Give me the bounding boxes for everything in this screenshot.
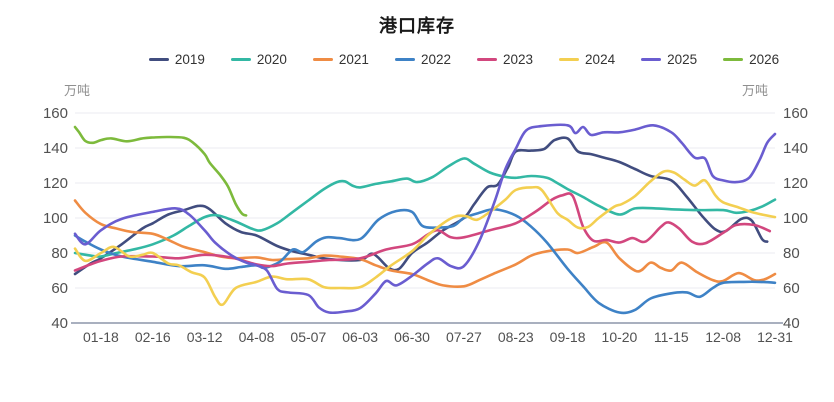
legend-item-2023[interactable]: 2023 xyxy=(477,52,533,67)
x-tick-label: 01-18 xyxy=(83,329,119,345)
legend-line-swatch-2021 xyxy=(312,58,333,61)
legend-label-2022: 2022 xyxy=(420,52,451,67)
gridlines xyxy=(75,112,775,289)
y-tick-label-right: 160 xyxy=(783,105,808,122)
legend-label-2020: 2020 xyxy=(256,52,287,67)
x-tick-label: 02-16 xyxy=(135,329,171,345)
legend-item-2022[interactable]: 2022 xyxy=(394,52,451,67)
y-axis-unit-left: 万吨 xyxy=(64,83,91,98)
x-tick-label: 03-12 xyxy=(187,329,223,345)
legend-label-2019: 2019 xyxy=(174,52,205,67)
legend-line-swatch-2024 xyxy=(559,58,580,61)
legend-item-2024[interactable]: 2024 xyxy=(559,52,615,67)
y-tick-label-right: 140 xyxy=(783,140,808,157)
legend-line-swatch-2022 xyxy=(394,58,415,61)
legend-line-swatch-2025 xyxy=(641,58,662,61)
legend: 2019 2020 2021 2022 2023 2024 2025 2026 xyxy=(0,52,834,67)
x-tick-label: 12-08 xyxy=(705,329,741,345)
legend-line-swatch-2020 xyxy=(230,58,251,61)
legend-line-swatch-2023 xyxy=(477,58,497,61)
x-tick-label: 08-23 xyxy=(498,329,534,345)
x-tick-label: 04-08 xyxy=(239,329,275,345)
legend-item-2019[interactable]: 2019 xyxy=(148,52,205,67)
y-tick-label-right: 100 xyxy=(783,210,808,227)
y-tick-label-left: 40 xyxy=(51,315,68,332)
legend-item-2025[interactable]: 2025 xyxy=(641,52,697,67)
y-tick-label-left: 100 xyxy=(43,210,68,227)
series-line-2025 xyxy=(73,123,777,315)
x-tick-label: 12-31 xyxy=(757,329,793,345)
y-tick-label-right: 80 xyxy=(783,245,800,262)
y-tick-label-left: 120 xyxy=(43,175,68,192)
x-tick-label: 06-30 xyxy=(394,329,430,345)
legend-label-2025: 2025 xyxy=(667,52,698,67)
series-line-2022 xyxy=(73,207,777,315)
legend-label-2026: 2026 xyxy=(749,52,780,67)
x-tick-label: 11-15 xyxy=(654,329,689,345)
legend-item-2026[interactable]: 2026 xyxy=(723,52,779,67)
legend-line-swatch-2019 xyxy=(148,58,169,61)
legend-label-2021: 2021 xyxy=(338,52,369,67)
y-tick-label-left: 160 xyxy=(43,105,68,122)
x-tick-label: 06-03 xyxy=(342,329,378,345)
x-tick-label: 07-27 xyxy=(446,329,482,345)
x-tick-label: 09-18 xyxy=(550,329,586,345)
legend-item-2020[interactable]: 2020 xyxy=(230,52,287,67)
legend-label-2024: 2024 xyxy=(585,52,616,67)
legend-label-2023: 2023 xyxy=(503,52,534,67)
x-tick-label: 05-07 xyxy=(290,329,326,345)
chart-title: 港口库存 xyxy=(379,16,455,36)
legend-line-swatch-2026 xyxy=(723,58,744,61)
y-tick-label-right: 120 xyxy=(783,175,808,192)
y-tick-label-right: 40 xyxy=(783,315,800,332)
series-line-2024 xyxy=(73,169,777,307)
series-line-2020 xyxy=(73,157,777,258)
series-line-2021 xyxy=(73,199,777,288)
y-tick-label-right: 60 xyxy=(783,280,800,297)
y-tick-label-left: 140 xyxy=(43,140,68,157)
legend-item-2021[interactable]: 2021 xyxy=(312,52,369,67)
y-axis-unit-right: 万吨 xyxy=(742,83,769,98)
y-tick-label-left: 80 xyxy=(51,245,68,262)
series-line-2026 xyxy=(73,125,248,217)
series-line-2023 xyxy=(73,192,772,272)
series-line-2019 xyxy=(73,136,769,276)
x-tick-label: 10-20 xyxy=(602,329,638,345)
y-tick-label-left: 60 xyxy=(51,280,68,297)
